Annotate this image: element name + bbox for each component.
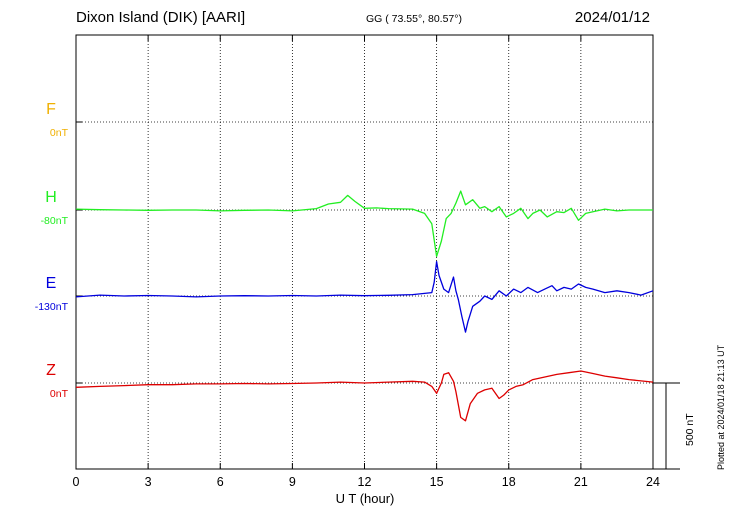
scale-bar-label: 500 nT — [684, 413, 696, 446]
series-line-e — [75, 260, 654, 333]
series-line-z — [75, 370, 654, 422]
x-tick-label: 3 — [145, 475, 152, 489]
x-tick-label: 15 — [430, 475, 444, 489]
component-labels: F 0nT H -80nT E -130nT Z 0nT — [35, 101, 69, 400]
x-tick-label: 9 — [289, 475, 296, 489]
component-baseline-value-z: 0nT — [50, 388, 69, 400]
x-axis-ticks: 0 3 6 9 12 15 18 21 24 — [73, 35, 660, 489]
geographic-coordinates: GG ( 73.55°, 80.57°) — [366, 13, 462, 25]
component-label-h: H — [45, 189, 57, 206]
x-tick-label: 6 — [217, 475, 224, 489]
scale-bar — [653, 382, 680, 470]
data-series — [75, 190, 654, 422]
component-baseline-value-e: -130nT — [35, 301, 69, 313]
chart-date: 2024/01/12 — [574, 9, 650, 26]
component-baseline-value-h: -80nT — [41, 215, 69, 227]
x-axis-title: U T (hour) — [336, 491, 395, 506]
x-tick-label: 18 — [502, 475, 516, 489]
station-title: Dixon Island (DIK) [AARI] — [76, 9, 246, 26]
x-tick-label: 12 — [358, 475, 372, 489]
component-baseline-value-f: 0nT — [50, 127, 69, 139]
x-tick-label: 24 — [646, 475, 660, 489]
x-tick-label: 0 — [73, 475, 80, 489]
plotted-timestamp: Plotted at 2024/01/18 21:13 UT — [716, 344, 726, 470]
grid — [147, 35, 582, 469]
x-tick-label: 21 — [574, 475, 588, 489]
component-label-z: Z — [46, 362, 56, 379]
component-label-e: E — [46, 275, 57, 292]
series-line-h — [75, 190, 653, 258]
component-label-f: F — [46, 101, 56, 118]
